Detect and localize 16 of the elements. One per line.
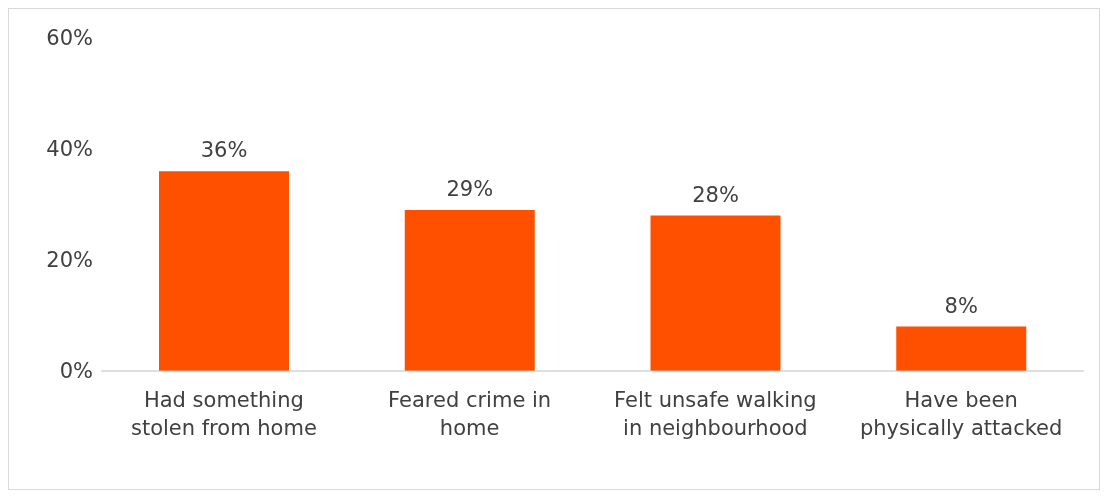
y-tick-label: 60% xyxy=(46,26,93,51)
bar xyxy=(896,326,1027,371)
data-label: 29% xyxy=(446,177,494,202)
bar xyxy=(404,210,535,371)
x-tick-label: Feared crime in home xyxy=(388,388,552,440)
data-label: 8% xyxy=(944,293,978,318)
y-tick-label: 20% xyxy=(46,248,93,273)
x-tick-label: Felt unsafe walking in neighbourhood xyxy=(614,388,817,440)
y-tick-label: 0% xyxy=(59,359,93,384)
bar xyxy=(159,171,289,371)
bar xyxy=(650,215,781,371)
x-tick-label: Have been physically attacked xyxy=(859,388,1063,440)
y-tick-label: 40% xyxy=(46,137,93,162)
data-label: 36% xyxy=(200,138,248,163)
x-tick-label: Had something stolen from home xyxy=(130,388,317,440)
data-label: 28% xyxy=(692,182,739,207)
